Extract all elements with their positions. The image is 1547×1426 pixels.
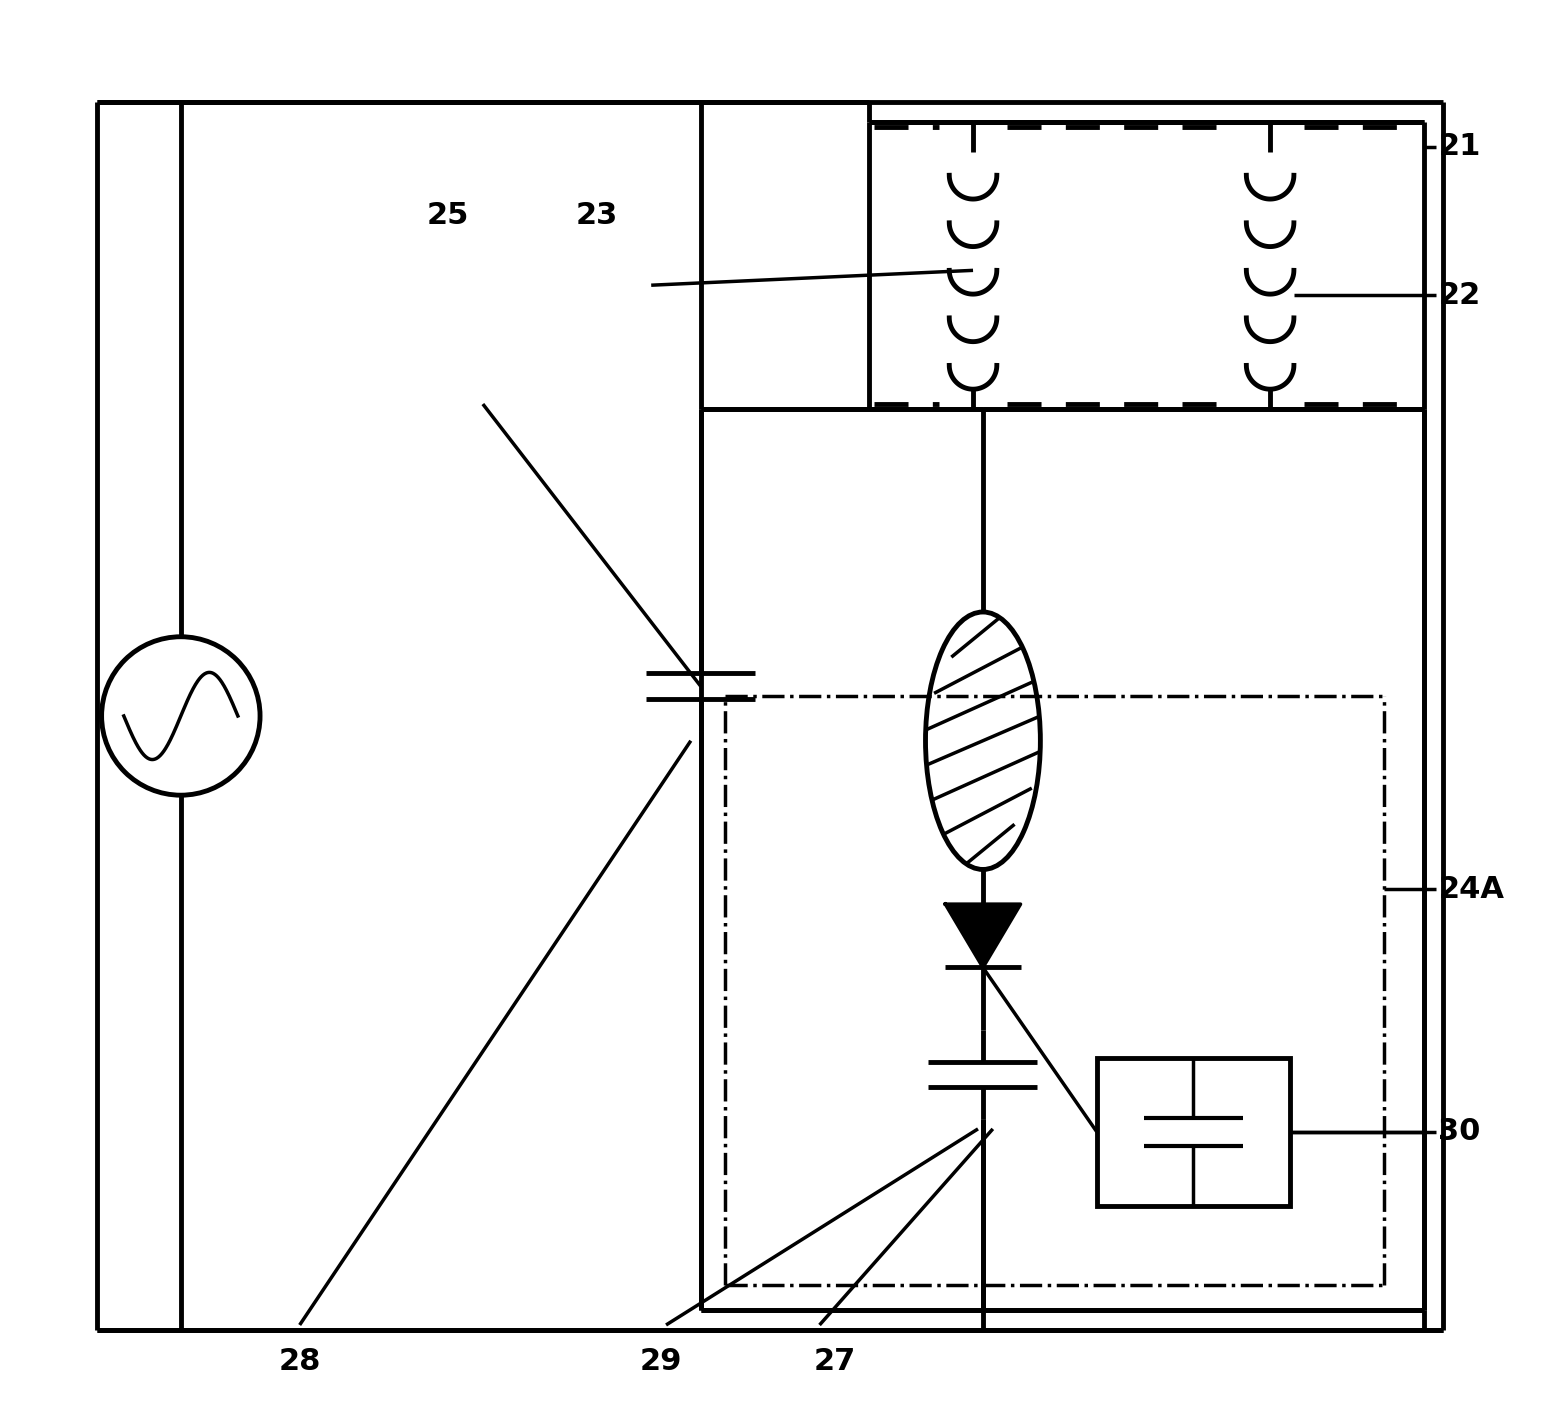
Text: 30: 30: [1439, 1118, 1480, 1147]
Text: 29: 29: [640, 1348, 682, 1376]
Text: 22: 22: [1439, 281, 1480, 309]
Text: 27: 27: [814, 1348, 855, 1376]
Text: 23: 23: [575, 201, 617, 231]
Text: 25: 25: [427, 201, 469, 231]
Bar: [1097, 1058, 1290, 1206]
Text: 28: 28: [278, 1348, 320, 1376]
Polygon shape: [945, 904, 1021, 967]
Text: 24A: 24A: [1439, 874, 1505, 904]
Text: 21: 21: [1439, 133, 1480, 161]
